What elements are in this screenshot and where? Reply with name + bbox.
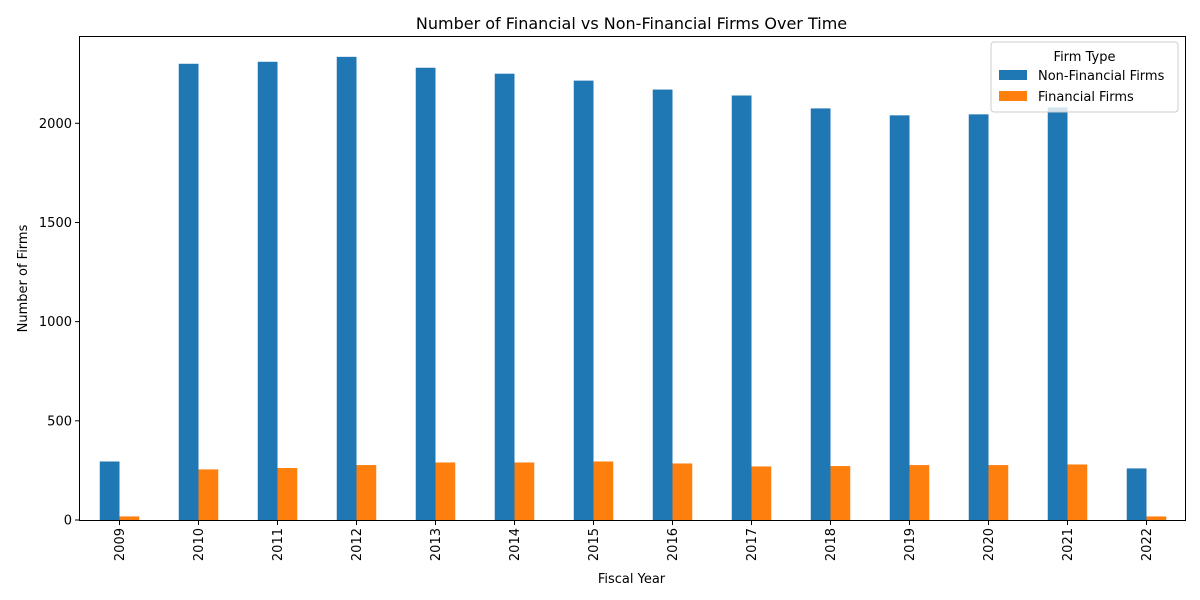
plot-frame [79,36,1186,521]
y-tick-label: 500 [47,414,72,429]
bar-non-financial-firms-2019 [889,115,910,520]
x-tick-label: 2015 [587,528,602,561]
bar-financial-firms-2018 [830,466,851,520]
x-tick-label: 2019 [903,528,918,561]
legend-box [990,41,1179,113]
x-axis: 2009 2010 2011 2012 2013 2014 2015 2016 2017 2018… [113,520,1155,561]
bar-financial-firms-2009 [119,516,140,520]
bar-financial-firms-2013 [435,462,456,520]
bar-financial-firms-2022 [1146,516,1167,520]
bar-financial-firms-2010 [198,469,219,520]
y-tick-label: 1500 [39,216,72,231]
bar-non-financial-firms-2010 [178,63,199,520]
bar-non-financial-firms-2016 [652,89,673,521]
legend-label-financial: Financial Firms [1038,90,1134,105]
y-tick-label: 2000 [39,117,72,132]
x-tick-label: 2011 [271,528,286,561]
y-tick-label: 1000 [39,315,72,330]
x-axis-label: Fiscal Year [598,572,666,587]
bars-layer [99,56,1167,521]
x-tick-label: 2010 [192,528,207,561]
bar-non-financial-firms-2021 [1047,107,1068,520]
legend: Firm Type Non-Financial Firms Financial … [990,41,1179,113]
bar-non-financial-firms-2015 [573,80,594,520]
chart-title: Number of Financial vs Non-Financial Fir… [416,14,847,33]
bar-non-financial-firms-2020 [968,114,989,520]
x-tick-label: 2009 [113,528,128,561]
bar-financial-firms-2016 [672,463,693,520]
x-tick-label: 2013 [429,528,444,561]
bar-financial-firms-2014 [514,462,535,520]
y-tick-label: 0 [64,514,72,529]
x-tick-label: 2021 [1061,528,1076,561]
x-tick-label: 2020 [982,528,997,561]
bar-non-financial-firms-2018 [810,108,831,520]
x-tick-label: 2022 [1140,528,1155,561]
y-axis-label: Number of Firms [16,224,31,332]
legend-swatch-non-financial [999,70,1027,80]
bar-non-financial-firms-2014 [494,73,515,520]
bar-non-financial-firms-2013 [415,67,436,520]
bar-financial-firms-2017 [751,466,772,520]
bar-financial-firms-2012 [356,465,377,520]
bar-non-financial-firms-2017 [731,95,752,521]
bar-financial-firms-2020 [988,465,1009,520]
bar-financial-firms-2015 [593,461,614,520]
bar-financial-firms-2021 [1067,464,1088,520]
x-tick-label: 2014 [508,528,523,561]
bar-financial-firms-2011 [277,468,298,520]
y-axis: 0 500 1000 1500 2000 [39,117,80,529]
bar-financial-firms-2019 [909,465,930,520]
bar-non-financial-firms-2022 [1126,468,1147,520]
x-tick-label: 2016 [666,528,681,561]
legend-label-non-financial: Non-Financial Firms [1038,69,1165,84]
x-tick-label: 2017 [745,528,760,561]
x-tick-label: 2012 [350,528,365,561]
bar-non-financial-firms-2012 [336,56,357,520]
legend-swatch-financial [999,91,1027,101]
x-tick-label: 2018 [824,528,839,561]
legend-title: Firm Type [1054,50,1116,65]
bar-non-financial-firms-2011 [257,61,278,520]
bar-non-financial-firms-2009 [99,461,120,520]
